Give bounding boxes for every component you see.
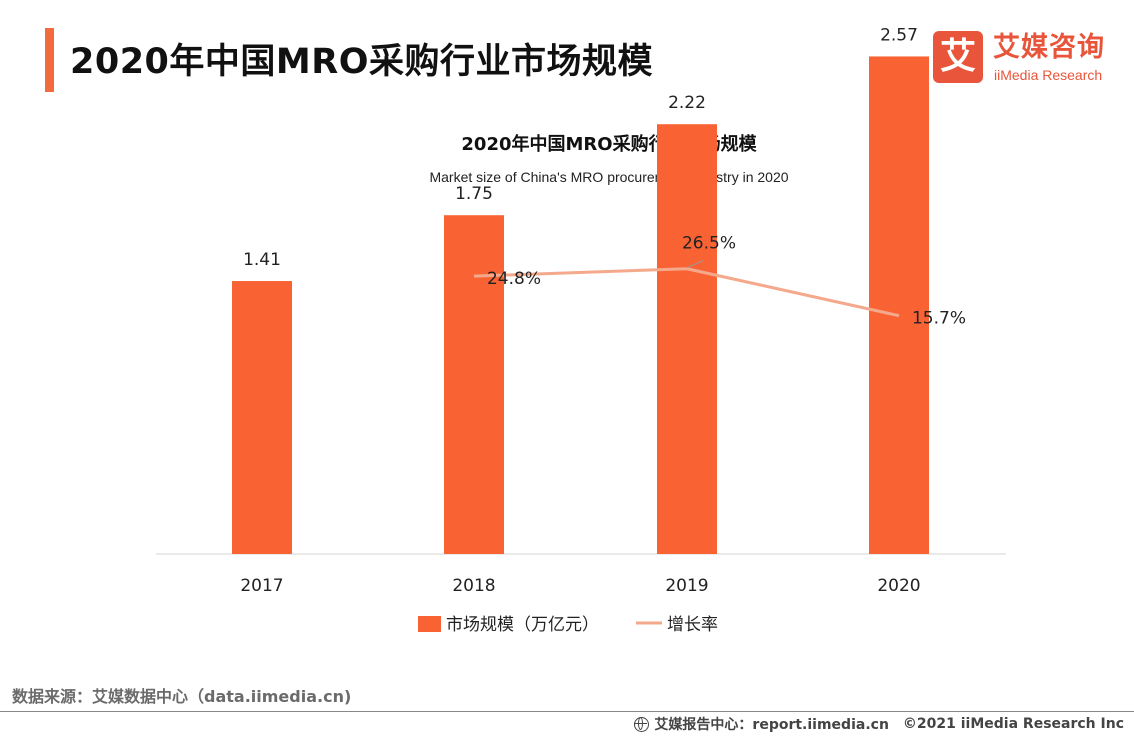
footer-bar: 艾媒报告中心：report.iimedia.cn ©2021 iiMedia R… [634, 714, 1124, 734]
footer-divider [0, 711, 1134, 712]
x-tick-label-2018: 2018 [452, 576, 495, 596]
bar-value-label-2020: 2.57 [880, 25, 918, 45]
bar-value-label-2019: 2.22 [668, 93, 706, 113]
bar-value-label-2017: 1.41 [243, 250, 281, 270]
title-accent-bar [45, 28, 54, 92]
copyright-text: ©2021 iiMedia Research Inc [902, 716, 1124, 732]
bars-layer [232, 56, 929, 555]
legend-label-growth-rate: 增长率 [667, 615, 718, 635]
page-title: 2020年中国MRO采购行业市场规模 [70, 42, 653, 82]
bar-2019 [657, 124, 717, 554]
bar-2018 [444, 215, 504, 554]
growth-rate-label-2019: 26.5% [682, 234, 736, 254]
bar-2017 [232, 281, 292, 554]
x-tick-labels: 2017 2018 2019 2020 [240, 576, 920, 596]
brand-name-zh: 艾媒咨询 [993, 32, 1105, 63]
brand-mark-icon: 艾 [933, 31, 983, 83]
chart-subtitle: Market size of China's MRO procurement i… [429, 169, 788, 185]
report-center-link[interactable]: 艾媒报告中心：report.iimedia.cn [654, 717, 889, 733]
labels-layer: 1.41 1.75 2.22 2.57 24.8% 26.5% 15.7% [243, 25, 966, 328]
growth-rate-label-2020: 15.7% [912, 309, 966, 329]
globe-icon [634, 716, 650, 732]
x-tick-label-2020: 2020 [877, 576, 920, 596]
growth-label-leader-2019 [686, 260, 704, 269]
source-note: 数据来源：艾媒数据中心（data.iimedia.cn) [12, 687, 352, 706]
x-tick-label-2017: 2017 [240, 576, 283, 596]
growth-rate-line [473, 267, 900, 318]
growth-line-layer [473, 260, 900, 318]
brand-logo: 艾 艾媒咨询 iiMedia Research [933, 31, 1123, 87]
bar-2020 [869, 56, 929, 555]
legend: 市场规模（万亿元） 增长率 [418, 615, 718, 635]
bar-value-label-2018: 1.75 [455, 184, 493, 204]
growth-rate-label-2018: 24.8% [487, 269, 541, 289]
legend-swatch-market-size [418, 616, 441, 632]
brand-name-en: iiMedia Research [994, 67, 1103, 83]
x-tick-label-2019: 2019 [665, 576, 708, 596]
legend-label-market-size: 市场规模（万亿元） [446, 615, 599, 635]
